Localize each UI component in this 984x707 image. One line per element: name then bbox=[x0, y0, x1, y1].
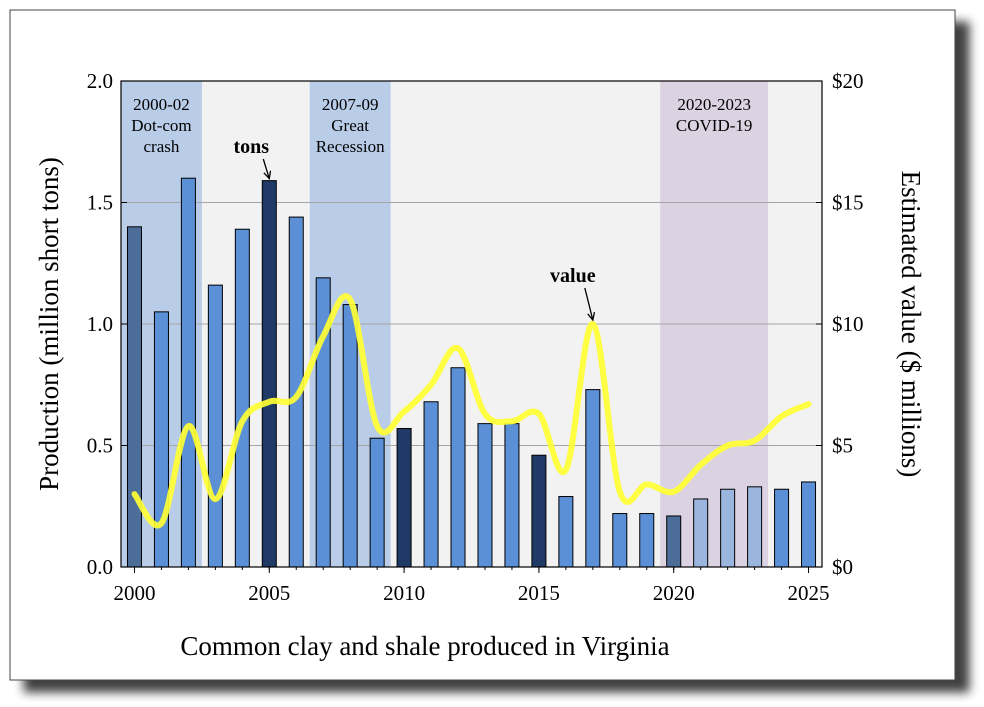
y2-tick-label-3: $15 bbox=[832, 191, 864, 215]
bar-2009 bbox=[369, 437, 385, 568]
y-tick-label-4: 2.0 bbox=[87, 69, 113, 93]
y-tick-label-3: 1.5 bbox=[87, 191, 113, 215]
annotation-arrow-tons bbox=[262, 158, 270, 179]
bar-2018 bbox=[612, 513, 628, 568]
bar-2008 bbox=[342, 304, 358, 568]
y-axis-label: Production (million short tons) bbox=[34, 157, 64, 491]
annotation-arrowhead-value bbox=[587, 312, 596, 322]
value-line bbox=[131, 293, 812, 529]
annotation-arrow-value bbox=[584, 287, 594, 321]
bar-2022 bbox=[720, 488, 736, 568]
annotation-label-value: value bbox=[550, 265, 596, 287]
x-tick-label-5: 2025 bbox=[788, 581, 830, 605]
y2-tick-label-1: $5 bbox=[832, 434, 853, 458]
y2-tick-label-2: $10 bbox=[832, 312, 864, 336]
y2-tick-label-0: $0 bbox=[832, 555, 853, 579]
y2-axis-label: Estimated value ($ millions) bbox=[896, 171, 926, 478]
y2-tick-label-4: $20 bbox=[832, 69, 864, 93]
bar-2005 bbox=[261, 180, 277, 568]
bar-2014 bbox=[504, 423, 520, 568]
period-label-0: 2000-02 Dot-com crash bbox=[131, 95, 191, 156]
y-tick-label-1: 0.5 bbox=[87, 434, 113, 458]
x-tick-label-4: 2020 bbox=[653, 581, 695, 605]
annotation-arrowhead-tons bbox=[263, 170, 272, 181]
bar-2001 bbox=[153, 311, 169, 568]
bar-2020 bbox=[666, 515, 682, 568]
bar-2019 bbox=[639, 513, 655, 568]
bar-2003 bbox=[207, 284, 223, 568]
bar-2025 bbox=[801, 481, 817, 568]
bar-2004 bbox=[234, 228, 250, 568]
bar-2015 bbox=[531, 454, 547, 568]
bar-2016 bbox=[558, 496, 574, 568]
bar-2011 bbox=[423, 401, 439, 568]
plot-area: 2000-02 Dot-com crash 2007-09 Great Recession… bbox=[87, 69, 864, 605]
y-tick-label-0: 0.0 bbox=[87, 555, 113, 579]
bar-2012 bbox=[450, 367, 466, 568]
period-label-1: 2007-09 Great Recession bbox=[316, 95, 385, 156]
period-label-2: 2020-2023 COVID-19 bbox=[676, 95, 753, 135]
y-tick-label-2: 1.0 bbox=[87, 312, 113, 336]
bar-2010 bbox=[396, 427, 412, 568]
bar-2000 bbox=[126, 226, 142, 568]
bar-2013 bbox=[477, 423, 493, 568]
bar-2024 bbox=[774, 488, 790, 568]
chart-title: Common clay and shale produced in Virgin… bbox=[180, 631, 669, 661]
x-tick-label-3: 2015 bbox=[518, 581, 560, 605]
bar-2021 bbox=[693, 498, 709, 568]
annotation-label-tons: tons bbox=[233, 136, 269, 158]
bar-2023 bbox=[747, 486, 763, 568]
bar-2002 bbox=[180, 177, 196, 568]
x-tick-label-0: 2000 bbox=[113, 581, 155, 605]
x-tick-label-1: 2005 bbox=[248, 581, 290, 605]
x-tick-label-2: 2010 bbox=[383, 581, 425, 605]
bar-2017 bbox=[585, 389, 601, 568]
